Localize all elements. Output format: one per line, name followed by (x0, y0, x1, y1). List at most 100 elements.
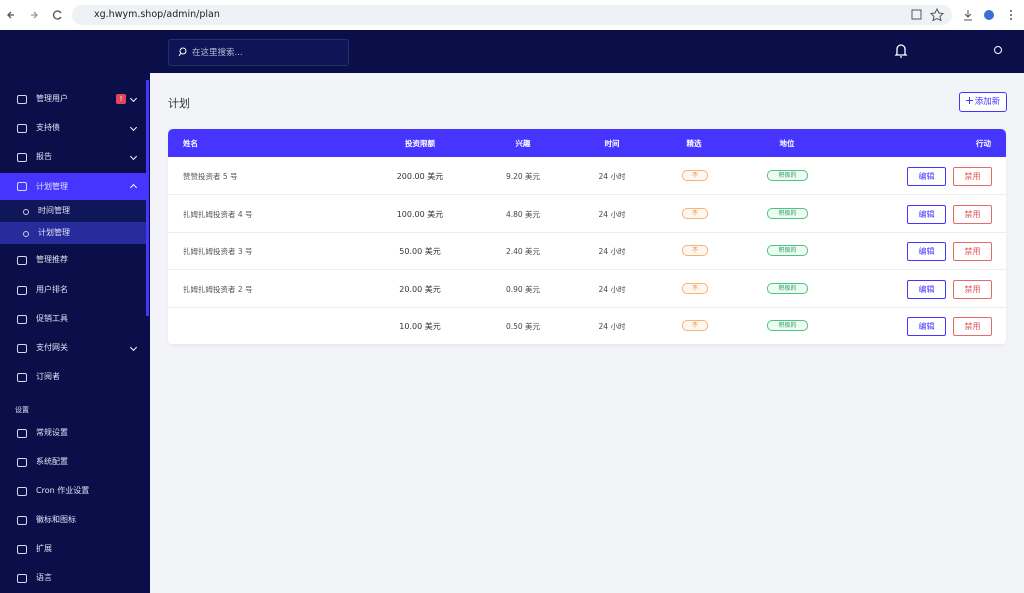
plan-name: 扎姆扎姆投资者 2 号 (183, 284, 253, 294)
menu-item[interactable]: 扩展 (0, 537, 146, 561)
address-bar[interactable] (72, 5, 952, 25)
edit-label: 编辑 (918, 172, 935, 181)
disable-button[interactable]: 禁用 (953, 167, 992, 186)
menu-label: 计划管理 (36, 182, 68, 191)
disable-label: 禁用 (964, 172, 981, 181)
time: 24 小时 (598, 209, 626, 219)
status-badge: 积极的 (767, 245, 808, 257)
edit-button[interactable]: 编辑 (907, 242, 946, 262)
menu-item[interactable]: 订阅者 (0, 365, 146, 389)
menu-label: 管理推荐 (36, 255, 68, 264)
column-header: 地位 (779, 139, 795, 148)
interest: 0.90 美元 (505, 284, 541, 294)
menu-item[interactable]: 报告 (0, 145, 146, 169)
browser-icons (911, 8, 1012, 22)
menu-label: 计划管理 (38, 228, 70, 237)
header-icons (894, 44, 1002, 58)
table-header: 姓名 投资限额 兴趣 时间 精选 地位 行动 (168, 129, 1006, 157)
status-badge: 积极的 (767, 207, 808, 219)
column-header: 姓名 (183, 139, 198, 148)
disable-label: 禁用 (964, 284, 981, 294)
disable-label: 禁用 (964, 247, 981, 257)
edit-label: 编辑 (918, 247, 935, 257)
nav-icons (7, 10, 62, 20)
menu-label: 管理用户 (36, 94, 68, 103)
plan-table: 姓名 投资限额 兴趣 时间 精选 地位 行动 赞赞投资者 5 号 200.00 美元 9.20 … (168, 129, 1006, 345)
column-header: 行动 (976, 139, 991, 148)
top-header (0, 30, 1024, 73)
browser-bar: xg.hwym.shop/admin/plan (0, 0, 1024, 31)
submenu-item-active[interactable]: 计划管理 (0, 222, 146, 244)
menu-item[interactable]: Cron 作业设置 (0, 479, 146, 503)
status-badge: 积极的 (767, 320, 808, 332)
disable-button[interactable]: 禁用 (953, 279, 992, 299)
featured-badge: 不 (682, 170, 708, 181)
menu-label: 时间管理 (38, 206, 70, 215)
table-row: 扎姆扎姆投资者 4 号 100.00 美元 4.80 美元 24 小时 不 积极的 编辑 禁用 (168, 195, 1006, 233)
menu-item[interactable]: 管理用户! (0, 87, 146, 111)
menu-item[interactable]: 支持债 (0, 116, 146, 140)
table-row: 10.00 美元 0.50 美元 24 小时 不 积极的 编辑 禁用 (168, 307, 1006, 345)
disable-button[interactable]: 禁用 (953, 242, 992, 262)
scrollbar (146, 80, 149, 316)
add-label: 添加新 (974, 97, 1001, 107)
featured-badge: 不 (682, 282, 708, 294)
invest-limit: 10.00 美元 (399, 322, 441, 332)
featured-badge: 不 (682, 320, 708, 332)
edit-button[interactable]: 编辑 (907, 317, 946, 337)
edit-button[interactable]: 编辑 (907, 167, 946, 186)
menu-item[interactable]: 常规设置 (0, 421, 146, 445)
search-box[interactable] (168, 39, 349, 66)
menu-item[interactable]: 促销工具 (0, 307, 146, 331)
section-label: 设置 (15, 406, 29, 414)
invest-limit: 50.00 美元 (399, 247, 441, 257)
search-placeholder: 在这里搜索... (192, 48, 243, 58)
time: 24 小时 (598, 284, 626, 294)
disable-button[interactable]: 禁用 (953, 204, 992, 224)
table-row: 扎姆扎姆投资者 3 号 50.00 美元 2.40 美元 24 小时 不 积极的 编辑 禁用 (168, 232, 1006, 271)
menu-item[interactable]: 语言 (0, 566, 146, 590)
search-icon (178, 47, 187, 57)
invest-limit: 200.00 美元 (396, 172, 444, 181)
interest: 4.80 美元 (505, 209, 541, 219)
submenu-item[interactable]: 时间管理 (0, 200, 146, 222)
page-title: 计划 (168, 97, 190, 110)
edit-button[interactable]: 编辑 (907, 204, 946, 224)
menu-item-active[interactable]: 计划管理 (0, 173, 146, 200)
menu-item[interactable]: 系统配置 (0, 450, 146, 474)
invest-limit: 20.00 美元 (399, 284, 441, 294)
menu-label: 用户排名 (36, 285, 68, 294)
edit-button[interactable]: 编辑 (907, 279, 946, 299)
menu-item[interactable]: 管理推荐 (0, 248, 146, 272)
plan-name: 赞赞投资者 5 号 (183, 172, 238, 181)
featured-badge: 不 (682, 245, 708, 257)
menu-label: 促销工具 (36, 314, 68, 323)
menu-label: 语言 (36, 573, 52, 582)
featured-badge: 不 (682, 207, 708, 219)
disable-button[interactable]: 禁用 (953, 317, 992, 337)
interest: 9.20 美元 (505, 172, 541, 181)
disable-label: 禁用 (964, 322, 981, 332)
plus-icon (965, 97, 973, 104)
menu-label: 报告 (36, 152, 52, 161)
badge: ! (116, 94, 126, 104)
menu-label: Cron 作业设置 (36, 486, 90, 495)
menu-item[interactable]: 支付网关 (0, 336, 146, 360)
url: xg.hwym.shop/admin/plan (94, 9, 220, 20)
disable-label: 禁用 (964, 209, 981, 219)
column-header: 兴趣 (515, 139, 531, 148)
interest: 2.40 美元 (505, 247, 541, 257)
menu-label: 扩展 (36, 544, 52, 553)
menu-item[interactable]: 用户排名 (0, 278, 146, 302)
menu-label: 系统配置 (36, 457, 68, 466)
sidebar: 管理用户! 支持债 报告 计划管理 时间管理 计划管理 管理推荐 用户排名 促销… (0, 73, 150, 593)
menu-item[interactable]: 徽标和图标 (0, 508, 146, 532)
menu-label: 徽标和图标 (36, 515, 76, 524)
edit-label: 编辑 (918, 284, 935, 294)
plan-name: 扎姆扎姆投资者 4 号 (183, 209, 253, 219)
table-row: 赞赞投资者 5 号 200.00 美元 9.20 美元 24 小时 不 积极的 编辑 禁用 (168, 157, 1006, 195)
column-header: 投资限额 (405, 139, 435, 148)
plan-name: 扎姆扎姆投资者 3 号 (183, 247, 253, 257)
add-button[interactable]: 添加新 (959, 92, 1007, 112)
